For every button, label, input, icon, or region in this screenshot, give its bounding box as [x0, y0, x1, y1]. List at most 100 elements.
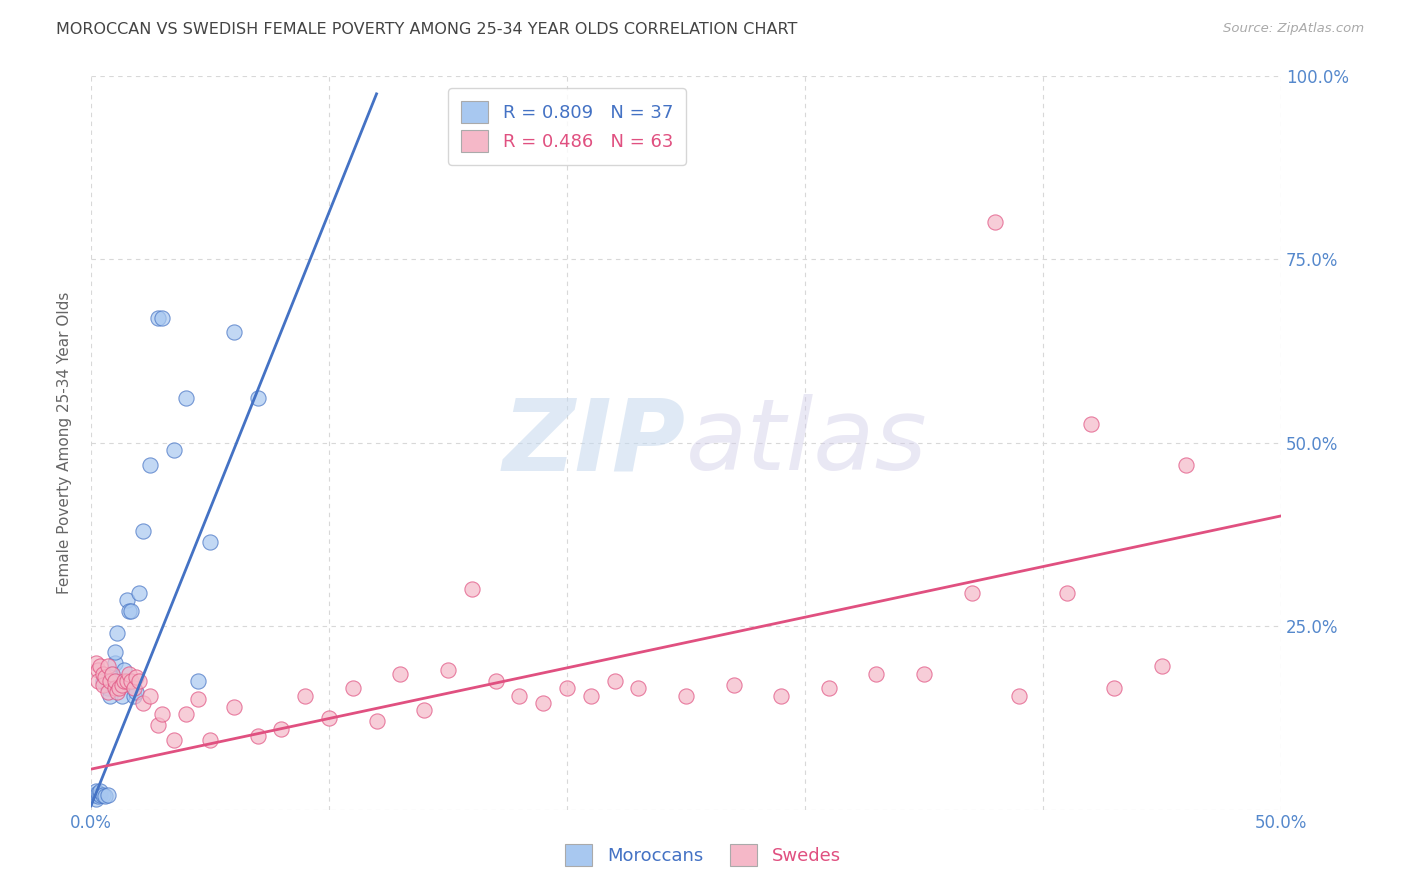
Point	[98, 670, 121, 684]
Point	[984, 215, 1007, 229]
Point	[98, 689, 121, 703]
Point	[101, 666, 124, 681]
Point	[198, 534, 221, 549]
Point	[1080, 417, 1102, 432]
Point	[132, 524, 155, 538]
Point	[105, 685, 128, 699]
Point	[125, 670, 148, 684]
Point	[437, 663, 460, 677]
Point	[87, 663, 110, 677]
Point	[132, 696, 155, 710]
Point	[108, 681, 131, 696]
Point	[128, 674, 150, 689]
Point	[97, 681, 120, 696]
Point	[97, 788, 120, 802]
Point	[101, 666, 124, 681]
Point	[960, 586, 983, 600]
Point	[84, 784, 107, 798]
Point	[84, 791, 107, 805]
Point	[342, 681, 364, 696]
Point	[770, 689, 793, 703]
Point	[318, 711, 340, 725]
Point	[111, 678, 134, 692]
Point	[94, 670, 117, 684]
Point	[91, 678, 114, 692]
Point	[675, 689, 697, 703]
Point	[112, 674, 135, 689]
Point	[150, 707, 173, 722]
Point	[146, 310, 169, 325]
Point	[128, 586, 150, 600]
Point	[187, 674, 209, 689]
Point	[89, 659, 111, 673]
Point	[187, 692, 209, 706]
Point	[97, 659, 120, 673]
Point	[817, 681, 839, 696]
Point	[484, 674, 506, 689]
Y-axis label: Female Poverty Among 25-34 Year Olds: Female Poverty Among 25-34 Year Olds	[58, 292, 72, 594]
Point	[105, 626, 128, 640]
Point	[118, 604, 141, 618]
Point	[1104, 681, 1126, 696]
Point	[366, 714, 388, 729]
Point	[163, 732, 186, 747]
Point	[108, 678, 131, 692]
Point	[104, 674, 127, 689]
Legend: Moroccans, Swedes: Moroccans, Swedes	[553, 831, 853, 879]
Point	[125, 685, 148, 699]
Point	[174, 392, 197, 406]
Point	[222, 699, 245, 714]
Point	[150, 310, 173, 325]
Point	[146, 718, 169, 732]
Point	[163, 442, 186, 457]
Point	[84, 656, 107, 670]
Point	[389, 666, 412, 681]
Point	[91, 666, 114, 681]
Point	[1008, 689, 1031, 703]
Point	[723, 678, 745, 692]
Text: ZIP: ZIP	[503, 394, 686, 491]
Point	[603, 674, 626, 689]
Point	[104, 681, 127, 696]
Point	[97, 685, 120, 699]
Point	[91, 788, 114, 802]
Point	[87, 789, 110, 804]
Point	[865, 666, 887, 681]
Point	[104, 656, 127, 670]
Point	[118, 666, 141, 681]
Text: MOROCCAN VS SWEDISH FEMALE POVERTY AMONG 25-34 YEAR OLDS CORRELATION CHART: MOROCCAN VS SWEDISH FEMALE POVERTY AMONG…	[56, 22, 797, 37]
Point	[246, 392, 269, 406]
Point	[579, 689, 602, 703]
Point	[89, 788, 111, 802]
Point	[115, 593, 138, 607]
Text: atlas: atlas	[686, 394, 928, 491]
Point	[270, 722, 292, 736]
Point	[122, 689, 145, 703]
Point	[294, 689, 316, 703]
Point	[120, 604, 142, 618]
Point	[115, 674, 138, 689]
Point	[139, 689, 162, 703]
Point	[98, 674, 121, 689]
Point	[222, 326, 245, 340]
Text: Source: ZipAtlas.com: Source: ZipAtlas.com	[1223, 22, 1364, 36]
Point	[122, 681, 145, 696]
Point	[461, 582, 484, 597]
Point	[555, 681, 578, 696]
Point	[94, 789, 117, 804]
Point	[198, 732, 221, 747]
Point	[87, 786, 110, 800]
Point	[112, 663, 135, 677]
Point	[912, 666, 935, 681]
Point	[87, 674, 110, 689]
Point	[413, 703, 436, 717]
Point	[174, 707, 197, 722]
Point	[139, 458, 162, 472]
Point	[104, 645, 127, 659]
Point	[89, 784, 111, 798]
Point	[1174, 458, 1197, 472]
Point	[627, 681, 650, 696]
Point	[1056, 586, 1078, 600]
Point	[91, 674, 114, 689]
Legend: R = 0.809   N = 37, R = 0.486   N = 63: R = 0.809 N = 37, R = 0.486 N = 63	[449, 88, 686, 165]
